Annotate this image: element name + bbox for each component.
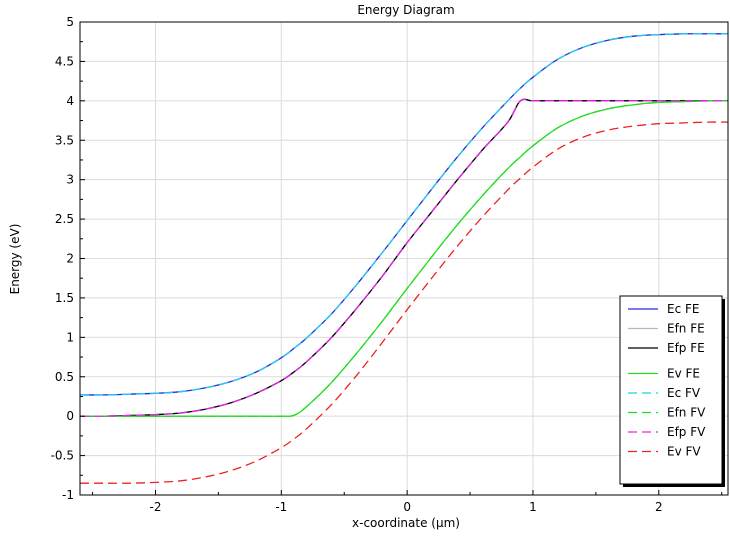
series-line-efn-fv xyxy=(80,100,729,417)
series-line-ec-fv xyxy=(79,33,728,396)
legend-entry-label: Ev FV xyxy=(667,445,701,459)
y-tick-label: 3 xyxy=(66,173,74,187)
y-tick-label: 2.5 xyxy=(55,212,74,226)
x-axis-ticks: -2 -1 0 1 2 xyxy=(92,490,723,514)
series-line-efp-fv xyxy=(79,98,728,417)
y-tick-label: 4.5 xyxy=(55,54,74,68)
series-lines xyxy=(79,33,729,484)
chart-title: Energy Diagram xyxy=(357,3,454,17)
y-tick-label: 1.5 xyxy=(55,291,74,305)
legend-entry-label: Ec FV xyxy=(667,386,701,400)
x-axis-title: x-coordinate (µm) xyxy=(352,516,460,530)
legend-entry-label: Efn FV xyxy=(667,406,706,420)
y-tick-label: -1 xyxy=(62,488,74,502)
legend-entry-label: Efn FE xyxy=(667,322,705,336)
y-tick-label: 0 xyxy=(66,409,74,423)
y-tick-label: 4 xyxy=(66,94,74,108)
y-tick-label: 5 xyxy=(66,15,74,29)
series-line-ev-fv xyxy=(79,121,729,484)
x-tick-label: -1 xyxy=(275,500,287,514)
legend-entry-label: Ev FE xyxy=(667,367,700,381)
y-tick-label: -0.5 xyxy=(51,449,74,463)
legend-box xyxy=(619,295,723,485)
x-tick-label: 0 xyxy=(403,500,411,514)
legend-entry-label: Efp FV xyxy=(667,425,706,439)
y-tick-label: 2 xyxy=(66,252,74,266)
x-tick-label: 1 xyxy=(529,500,537,514)
y-axis-ticks: -1 -0.5 0 0.5 1 1.5 2 2.5 3 3.5 4 4.5 5 xyxy=(51,15,85,502)
x-tick-label: 2 xyxy=(655,500,663,514)
y-tick-label: 1 xyxy=(66,330,74,344)
x-tick-label: -2 xyxy=(150,500,162,514)
y-axis-title: Energy (eV) xyxy=(8,224,22,295)
y-tick-label: 0.5 xyxy=(55,370,74,384)
legend-entry-label: Ec FE xyxy=(667,302,699,316)
legend: Ec FE Efn FE Efp FE Ev FE Ec FV Efn FV Efp FV E… xyxy=(619,295,725,487)
legend-entry-label: Efp FE xyxy=(667,341,705,355)
y-tick-label: 3.5 xyxy=(55,133,74,147)
grid xyxy=(80,22,728,495)
